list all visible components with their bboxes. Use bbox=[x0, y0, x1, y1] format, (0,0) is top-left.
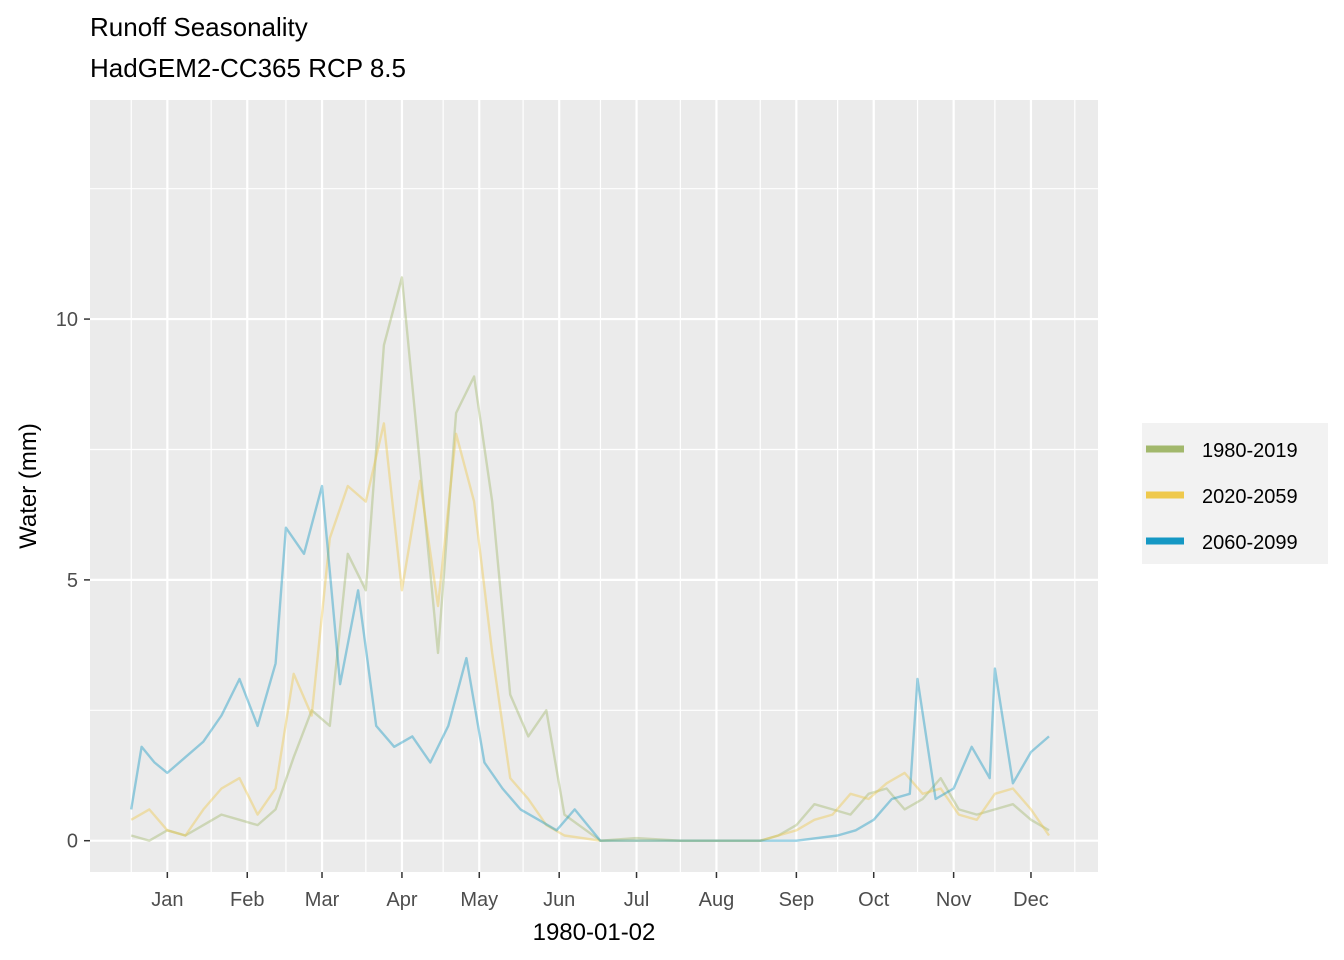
x-tick-label: Sep bbox=[779, 889, 815, 911]
x-tick-label: Mar bbox=[305, 889, 340, 911]
y-axis-title: Water (mm) bbox=[15, 423, 42, 549]
legend-label: 2020-2059 bbox=[1202, 486, 1298, 508]
x-tick-label: Jun bbox=[543, 889, 575, 911]
legend: 1980-2019 2020-2059 2060-2099 bbox=[1142, 423, 1328, 564]
legend-item: 2020-2059 bbox=[1146, 486, 1298, 508]
x-tick-label: Jul bbox=[624, 889, 650, 911]
x-tick-label: Dec bbox=[1013, 889, 1049, 911]
series-line bbox=[130, 484, 1050, 842]
x-axis: Jan Feb Mar Apr May Jun Jul Aug Sep Oct Nov Dec bbox=[151, 872, 1049, 911]
grid-lines bbox=[90, 100, 1098, 872]
x-tick-label: Aug bbox=[699, 889, 735, 911]
series-line bbox=[130, 422, 1050, 842]
x-tick-label: Jan bbox=[151, 889, 183, 911]
y-tick-label: 5 bbox=[67, 570, 78, 592]
chart-subtitle: HadGEM2-CC365 RCP 8.5 bbox=[90, 53, 406, 83]
chart-title: Runoff Seasonality bbox=[90, 12, 308, 42]
y-tick-label: 0 bbox=[67, 831, 78, 853]
x-tick-label: Oct bbox=[858, 889, 890, 911]
series-line bbox=[130, 276, 1050, 842]
y-axis: 0 5 10 bbox=[56, 309, 90, 853]
plot-panel bbox=[90, 100, 1098, 872]
x-axis-title: 1980-01-02 bbox=[533, 919, 656, 946]
x-tick-label: Nov bbox=[936, 889, 972, 911]
series-lines bbox=[130, 276, 1050, 842]
legend-item: 2060-2099 bbox=[1146, 532, 1298, 554]
y-tick-label: 10 bbox=[56, 309, 78, 331]
legend-label: 1980-2019 bbox=[1202, 440, 1298, 462]
x-tick-label: May bbox=[460, 889, 498, 911]
legend-item: 1980-2019 bbox=[1146, 440, 1298, 462]
x-tick-label: Apr bbox=[386, 889, 417, 911]
legend-label: 2060-2099 bbox=[1202, 532, 1298, 554]
x-tick-label: Feb bbox=[230, 889, 264, 911]
